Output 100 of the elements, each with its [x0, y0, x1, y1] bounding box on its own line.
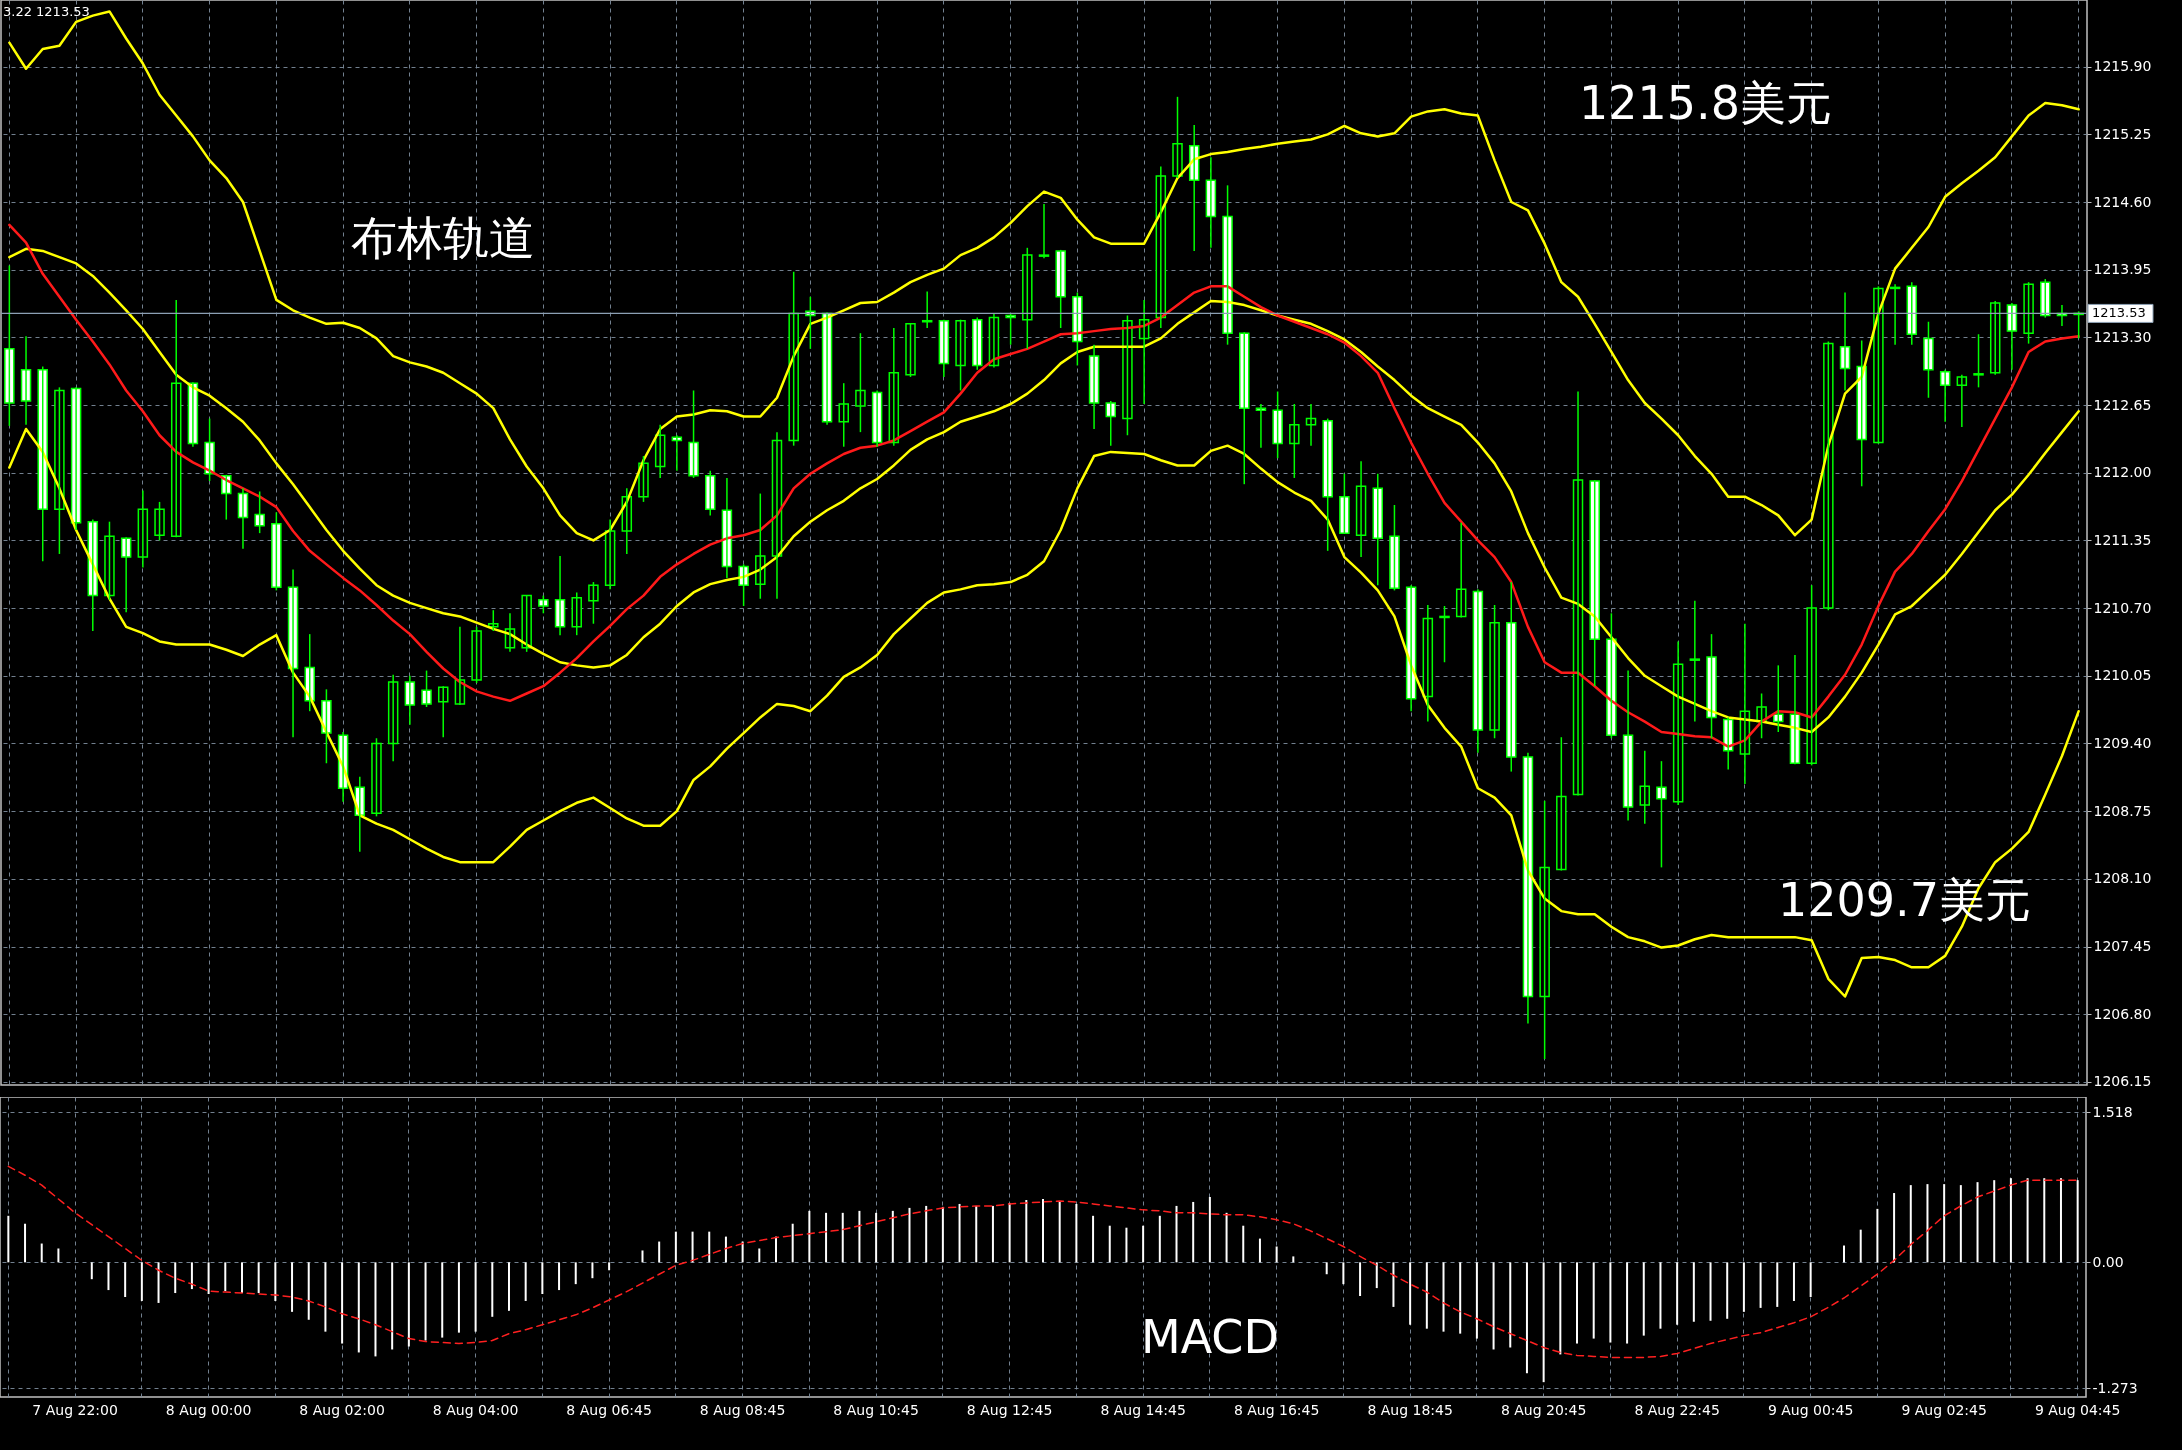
y-tick-label: 1210.05	[2093, 667, 2152, 684]
bar	[958, 1203, 961, 1263]
x-tick-label: 8 Aug 20:45	[1500, 1401, 1587, 1418]
bar	[174, 1262, 177, 1294]
bar	[1809, 1262, 1812, 1297]
bar	[40, 1243, 43, 1263]
bar	[1375, 1262, 1378, 1289]
bar	[1359, 1262, 1362, 1297]
bar	[1158, 1215, 1161, 1263]
bar	[274, 1262, 277, 1301]
annotation: 布林轨道	[351, 211, 535, 265]
bar	[1342, 1262, 1345, 1285]
bar	[708, 1231, 711, 1263]
candlestick	[788, 271, 799, 447]
annotation: MACD	[1141, 1310, 1279, 1364]
bar	[374, 1262, 377, 1357]
candlestick	[254, 490, 265, 534]
bar	[1926, 1184, 1929, 1263]
candlestick	[154, 501, 165, 542]
x-tick-label: 8 Aug 04:00	[432, 1401, 519, 1418]
bar	[641, 1250, 644, 1263]
bar	[908, 1207, 911, 1263]
bar	[1626, 1262, 1629, 1344]
bar	[1208, 1197, 1211, 1263]
candlestick	[1272, 390, 1283, 459]
bar	[1792, 1262, 1795, 1301]
bar	[1592, 1262, 1595, 1339]
bar	[1959, 1185, 1962, 1263]
candlestick	[421, 669, 432, 708]
x-tick-label: 8 Aug 12:45	[966, 1401, 1053, 1418]
y-tick-label: 1.518	[2092, 1103, 2133, 1120]
bar	[841, 1212, 844, 1263]
bar	[1242, 1225, 1245, 1263]
bar	[1509, 1262, 1512, 1348]
bar	[1042, 1198, 1044, 1263]
bar	[140, 1262, 143, 1301]
bar	[558, 1262, 561, 1291]
candlestick	[1539, 799, 1550, 1060]
bar	[1642, 1262, 1645, 1336]
candlestick	[471, 626, 482, 684]
candlestick	[955, 318, 966, 392]
bar	[391, 1262, 394, 1350]
bar	[1609, 1262, 1612, 1343]
ref-line-label: 1213.53	[2092, 305, 2146, 321]
bar	[507, 1262, 510, 1311]
bar	[357, 1262, 360, 1353]
bar	[875, 1212, 878, 1263]
candlestick	[104, 520, 115, 601]
x-tick-label: 8 Aug 06:45	[566, 1401, 652, 1418]
bar	[1058, 1201, 1061, 1263]
bar	[1075, 1203, 1078, 1263]
x-tick-label: 7 Aug 22:00	[32, 1401, 118, 1418]
bar	[524, 1262, 527, 1301]
line-series	[7, 1165, 2079, 1359]
bar	[1692, 1262, 1695, 1322]
x-tick-label: 8 Aug 14:45	[1100, 1401, 1186, 1418]
candlestick	[1389, 504, 1400, 592]
bar	[1392, 1262, 1395, 1307]
bar	[1676, 1262, 1679, 1325]
bar	[124, 1262, 127, 1297]
bar	[2026, 1178, 2029, 1263]
candlestick	[1806, 584, 1817, 767]
bar	[1893, 1193, 1896, 1263]
y-tick-label: 1206.80	[2093, 1005, 2152, 1022]
bar	[858, 1210, 861, 1263]
bar	[474, 1262, 477, 1332]
candlestick	[1255, 403, 1267, 449]
bar	[1475, 1262, 1478, 1339]
y-tick-label: 1213.95	[2093, 261, 2152, 278]
candlestick	[1589, 479, 1600, 687]
bar	[157, 1262, 160, 1303]
bar	[1659, 1262, 1662, 1329]
candlestick	[1706, 633, 1717, 740]
candlestick	[1322, 417, 1333, 552]
bar	[1542, 1262, 1545, 1383]
bar	[741, 1241, 744, 1263]
y-tick-label: 1215.25	[2093, 125, 2152, 142]
candlestick	[905, 323, 916, 378]
bar	[758, 1248, 761, 1263]
bar	[1108, 1225, 1111, 1263]
candlestick	[1656, 760, 1667, 869]
candlestick	[1289, 403, 1300, 479]
bar	[1709, 1262, 1712, 1321]
bar	[591, 1262, 594, 1279]
candlestick	[1172, 96, 1183, 179]
y-tick-label: 1206.15	[2093, 1073, 2152, 1090]
y-tick-label: 0.00	[2092, 1253, 2124, 1270]
candlestick	[1222, 184, 1233, 346]
bar	[808, 1210, 811, 1263]
candlestick	[488, 609, 499, 632]
bar	[975, 1205, 978, 1263]
bar	[90, 1262, 93, 1280]
bar	[190, 1262, 193, 1290]
annotation: 1215.8美元	[1579, 76, 1832, 130]
bar	[491, 1262, 494, 1317]
candlestick	[1055, 249, 1066, 329]
bar	[407, 1262, 410, 1347]
y-tick-label: 1208.75	[2093, 802, 2152, 819]
bar	[2076, 1180, 2079, 1263]
candlestick	[921, 290, 933, 329]
